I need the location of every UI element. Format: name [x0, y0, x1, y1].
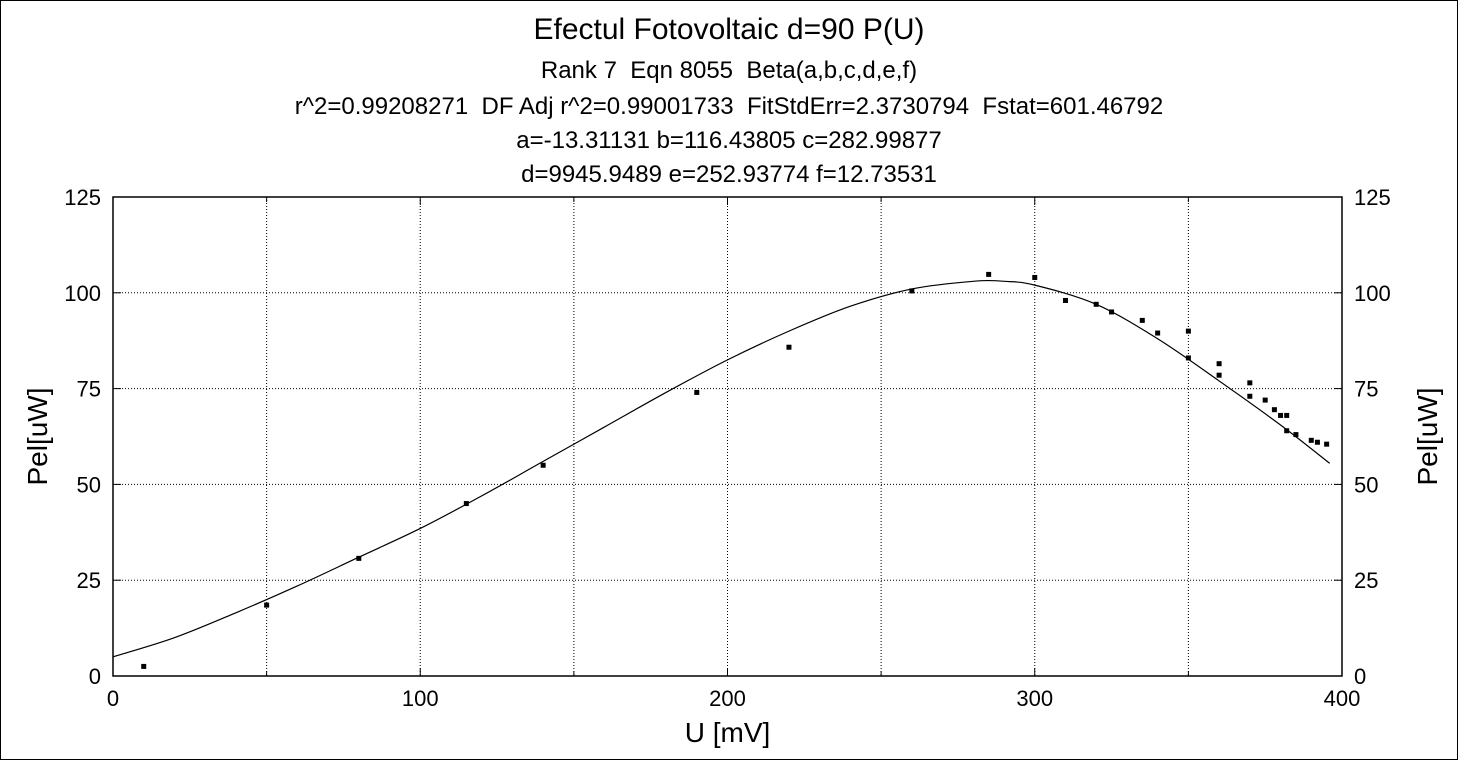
grid-lines — [113, 197, 1342, 676]
y-tick-label: 25 — [77, 568, 101, 593]
data-point — [694, 389, 700, 395]
chart-subtitle-params-abc: a=-13.31131 b=116.43805 c=282.99877 — [516, 127, 942, 154]
chart-subtitle-stats: r^2=0.99208271 DF Adj r^2=0.99001733 Fit… — [294, 93, 1164, 120]
y-tick-label-right: 100 — [1354, 281, 1391, 306]
x-tick-label: 400 — [1324, 686, 1361, 711]
data-point — [1314, 439, 1320, 445]
y-tick-label: 100 — [64, 281, 101, 306]
x-tick-label: 0 — [107, 686, 119, 711]
data-point — [141, 663, 147, 669]
y-tick-label-right: 0 — [1354, 664, 1366, 689]
data-point — [1185, 355, 1191, 361]
data-point — [1284, 412, 1290, 418]
fit-curve-line — [112, 279, 1331, 658]
axis-ticks — [112, 196, 1343, 677]
data-point — [786, 344, 792, 350]
data-point — [909, 288, 915, 294]
x-tick-label: 100 — [402, 686, 439, 711]
data-point — [540, 462, 546, 468]
data-point — [1293, 432, 1299, 438]
y-tick-label: 0 — [89, 664, 101, 689]
y-tick-label-right: 125 — [1354, 185, 1391, 210]
data-point — [1216, 372, 1222, 378]
data-point — [1284, 428, 1290, 434]
data-point — [986, 271, 992, 277]
data-point — [1139, 317, 1145, 323]
chart-subtitle-params-def: d=9945.9489 e=252.93774 f=12.73531 — [521, 161, 937, 188]
data-point — [1324, 441, 1330, 447]
data-point — [1247, 380, 1253, 386]
y-tick-label: 50 — [77, 472, 101, 497]
x-axis-label: U [mV] — [685, 717, 771, 748]
data-points — [141, 271, 1330, 669]
data-point — [1093, 301, 1099, 307]
y-axis-label: Pel[uW] — [22, 387, 53, 485]
y-axis-label-right: Pel[uW] — [1412, 387, 1443, 485]
x-tick-label: 200 — [709, 686, 746, 711]
data-point — [1155, 330, 1161, 336]
chart-subtitle-rank: Rank 7 Eqn 8055 Beta(a,b,c,d,e,f) — [540, 57, 918, 84]
data-point — [1247, 393, 1253, 399]
y-tick-label-right: 25 — [1354, 568, 1378, 593]
y-tick-label: 75 — [77, 377, 101, 402]
chart-title: Efectul Fotovoltaic d=90 P(U) — [533, 13, 925, 46]
y-tick-label-right: 75 — [1354, 377, 1378, 402]
plot-area — [112, 196, 1343, 677]
data-point — [1278, 412, 1284, 418]
data-point — [1185, 328, 1191, 334]
data-point — [264, 602, 270, 608]
data-point — [1308, 437, 1314, 443]
y-tick-label-right: 50 — [1354, 472, 1378, 497]
y-tick-label: 125 — [64, 185, 101, 210]
data-point — [1262, 397, 1268, 403]
data-point — [1032, 274, 1038, 280]
data-point — [1271, 407, 1277, 413]
data-point — [463, 501, 469, 507]
data-point — [1109, 309, 1115, 315]
data-point — [1062, 297, 1068, 303]
data-point — [1216, 361, 1222, 367]
data-point — [356, 555, 362, 561]
x-tick-label: 300 — [1016, 686, 1053, 711]
